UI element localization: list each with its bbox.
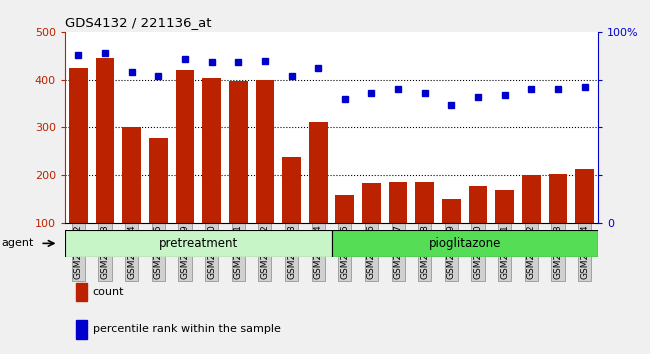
Bar bbox=[442, 199, 461, 271]
Bar bbox=[469, 186, 488, 271]
Bar bbox=[65, 230, 332, 257]
Bar bbox=[335, 195, 354, 271]
Bar bbox=[575, 170, 594, 271]
Bar bbox=[495, 190, 514, 271]
Bar bbox=[332, 230, 598, 257]
Bar bbox=[415, 182, 434, 271]
Text: GDS4132 / 221136_at: GDS4132 / 221136_at bbox=[65, 16, 211, 29]
Bar bbox=[149, 138, 168, 271]
Text: pioglitazone: pioglitazone bbox=[428, 237, 501, 250]
Bar bbox=[202, 78, 221, 271]
Text: agent: agent bbox=[1, 238, 34, 249]
Bar bbox=[309, 122, 328, 271]
Bar bbox=[522, 175, 541, 271]
Text: percentile rank within the sample: percentile rank within the sample bbox=[93, 324, 281, 335]
Bar bbox=[282, 157, 301, 271]
Bar bbox=[229, 81, 248, 271]
Text: count: count bbox=[93, 287, 124, 297]
Bar bbox=[75, 320, 87, 339]
Bar bbox=[362, 183, 381, 271]
Bar bbox=[389, 182, 408, 271]
Bar bbox=[69, 68, 88, 271]
Text: pretreatment: pretreatment bbox=[159, 237, 238, 250]
Bar bbox=[549, 174, 567, 271]
Bar bbox=[255, 80, 274, 271]
Bar bbox=[122, 127, 141, 271]
Bar bbox=[176, 70, 194, 271]
Bar bbox=[96, 58, 114, 271]
Bar bbox=[75, 282, 87, 301]
